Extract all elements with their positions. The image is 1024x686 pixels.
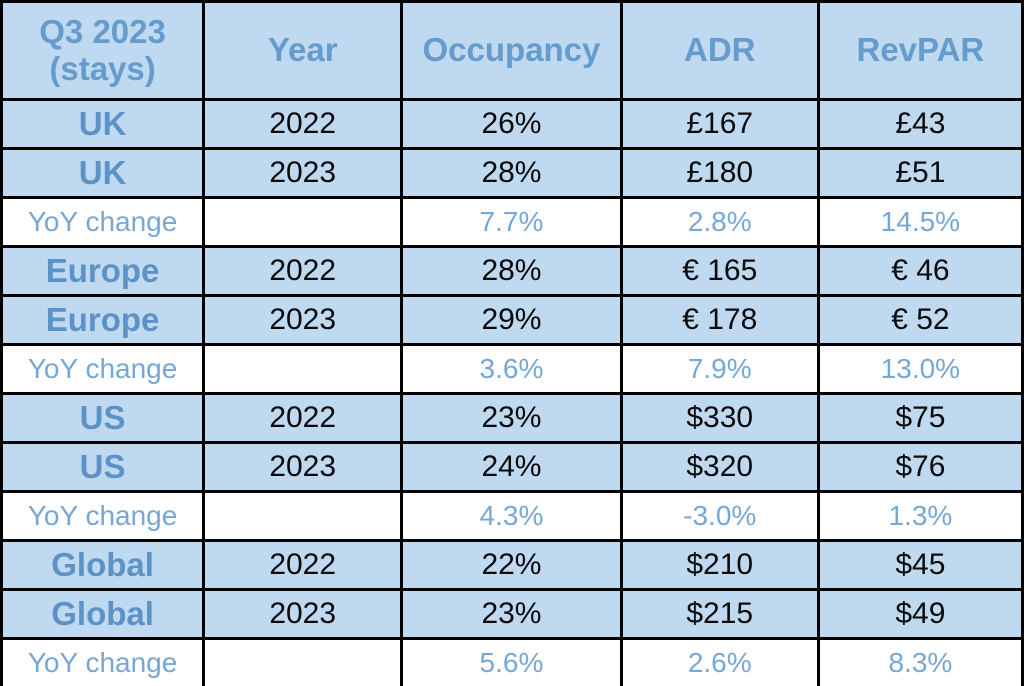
region-cell: UK xyxy=(0,147,206,199)
table-row-us-2022: US 2022 23% $330 $75 xyxy=(0,392,1024,444)
table-row-global-yoy: YoY change 5.6% 2.6% 8.3% xyxy=(0,637,1024,686)
adr-yoy-cell: 7.9% xyxy=(619,343,820,395)
region-cell: UK xyxy=(0,98,206,150)
table-row-europe-2022: Europe 2022 28% € 165 € 46 xyxy=(0,245,1024,297)
occupancy-cell: 28% xyxy=(400,245,623,297)
year-cell: 2023 xyxy=(202,147,404,199)
table-row-us-yoy: YoY change 4.3% -3.0% 1.3% xyxy=(0,490,1024,542)
adr-cell: £167 xyxy=(619,98,820,150)
empty-cell xyxy=(202,490,404,542)
adr-cell: $320 xyxy=(619,441,820,493)
table-row-europe-2023: Europe 2023 29% € 178 € 52 xyxy=(0,294,1024,346)
adr-yoy-cell: 2.6% xyxy=(619,637,820,686)
occupancy-yoy-cell: 3.6% xyxy=(400,343,623,395)
header-cell-occupancy: Occupancy xyxy=(400,0,623,101)
occupancy-yoy-cell: 4.3% xyxy=(400,490,623,542)
revpar-cell: £43 xyxy=(816,98,1024,150)
occupancy-cell: 23% xyxy=(400,392,623,444)
yoy-label-cell: YoY change xyxy=(0,490,206,542)
yoy-label-cell: YoY change xyxy=(0,196,206,248)
empty-cell xyxy=(202,196,404,248)
revpar-cell: £51 xyxy=(816,147,1024,199)
year-cell: 2022 xyxy=(202,392,404,444)
table-row-uk-2022: UK 2022 26% £167 £43 xyxy=(0,98,1024,150)
occupancy-yoy-cell: 7.7% xyxy=(400,196,623,248)
adr-cell: £180 xyxy=(619,147,820,199)
adr-cell: $210 xyxy=(619,539,820,591)
occupancy-cell: 29% xyxy=(400,294,623,346)
year-cell: 2022 xyxy=(202,245,404,297)
header-cell-adr: ADR xyxy=(619,0,820,101)
adr-cell: $215 xyxy=(619,588,820,640)
table-row-global-2022: Global 2022 22% $210 $45 xyxy=(0,539,1024,591)
header-cell-title: Q3 2023 (stays) xyxy=(0,0,206,101)
region-cell: Europe xyxy=(0,245,206,297)
year-cell: 2023 xyxy=(202,294,404,346)
occupancy-cell: 26% xyxy=(400,98,623,150)
header-row: Q3 2023 (stays) Year Occupancy ADR RevPA… xyxy=(0,0,1024,101)
revpar-cell: $75 xyxy=(816,392,1024,444)
adr-cell: € 178 xyxy=(619,294,820,346)
revpar-yoy-cell: 1.3% xyxy=(816,490,1024,542)
empty-cell xyxy=(202,343,404,395)
occupancy-cell: 24% xyxy=(400,441,623,493)
revpar-yoy-cell: 13.0% xyxy=(816,343,1024,395)
yoy-label-cell: YoY change xyxy=(0,343,206,395)
revpar-cell: € 46 xyxy=(816,245,1024,297)
occupancy-cell: 28% xyxy=(400,147,623,199)
region-cell: US xyxy=(0,441,206,493)
occupancy-yoy-cell: 5.6% xyxy=(400,637,623,686)
table-row-global-2023: Global 2023 23% $215 $49 xyxy=(0,588,1024,640)
revpar-yoy-cell: 14.5% xyxy=(816,196,1024,248)
header-cell-year: Year xyxy=(202,0,404,101)
revpar-cell: € 52 xyxy=(816,294,1024,346)
table-row-uk-2023: UK 2023 28% £180 £51 xyxy=(0,147,1024,199)
table-row-europe-yoy: YoY change 3.6% 7.9% 13.0% xyxy=(0,343,1024,395)
occupancy-cell: 22% xyxy=(400,539,623,591)
region-cell: Global xyxy=(0,539,206,591)
empty-cell xyxy=(202,637,404,686)
revpar-yoy-cell: 8.3% xyxy=(816,637,1024,686)
adr-yoy-cell: -3.0% xyxy=(619,490,820,542)
occupancy-cell: 23% xyxy=(400,588,623,640)
region-cell: Europe xyxy=(0,294,206,346)
yoy-label-cell: YoY change xyxy=(0,637,206,686)
adr-cell: $330 xyxy=(619,392,820,444)
year-cell: 2023 xyxy=(202,588,404,640)
year-cell: 2023 xyxy=(202,441,404,493)
revpar-cell: $76 xyxy=(816,441,1024,493)
year-cell: 2022 xyxy=(202,98,404,150)
region-cell: Global xyxy=(0,588,206,640)
revpar-cell: $49 xyxy=(816,588,1024,640)
region-cell: US xyxy=(0,392,206,444)
adr-cell: € 165 xyxy=(619,245,820,297)
header-cell-revpar: RevPAR xyxy=(816,0,1024,101)
table-row-uk-yoy: YoY change 7.7% 2.8% 14.5% xyxy=(0,196,1024,248)
adr-yoy-cell: 2.8% xyxy=(619,196,820,248)
table-row-us-2023: US 2023 24% $320 $76 xyxy=(0,441,1024,493)
year-cell: 2022 xyxy=(202,539,404,591)
revpar-cell: $45 xyxy=(816,539,1024,591)
